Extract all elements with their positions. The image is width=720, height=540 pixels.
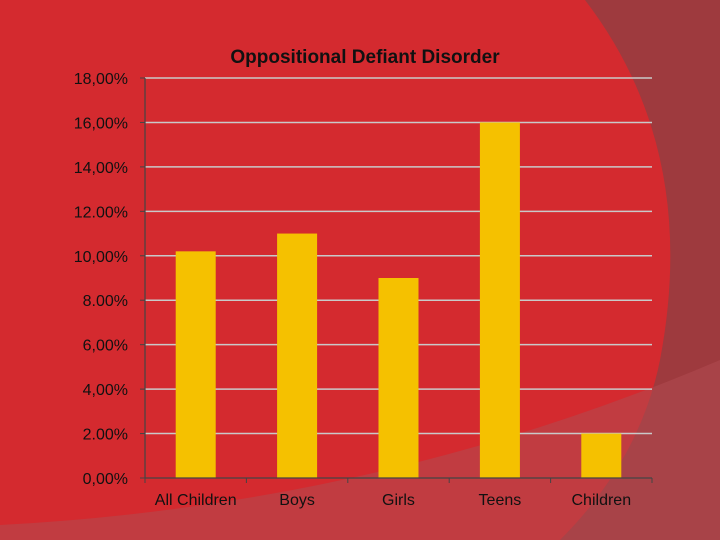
y-tick-label: 6,00% [83, 338, 128, 355]
bars [175, 122, 622, 478]
x-tick-labels: All Children Boys Girls Teens Children [155, 492, 631, 509]
y-tick-label: 10,00% [74, 249, 128, 266]
decorative-bottom-wave [0, 360, 720, 540]
x-tick-label: Children [572, 492, 632, 509]
bar [277, 233, 318, 478]
y-tick-label: 14,00% [74, 160, 128, 177]
y-tick-label: 18,00% [74, 71, 128, 88]
bar [175, 251, 216, 478]
y-tick-label: 12.00% [74, 204, 128, 221]
axes [140, 77, 653, 483]
y-tick-label: 0,00% [83, 471, 128, 488]
x-tick-label: Girls [382, 492, 415, 509]
bar [581, 433, 622, 478]
x-tick-label: Teens [479, 492, 522, 509]
y-tick-label: 16,00% [74, 115, 128, 132]
y-tick-label: 2.00% [83, 427, 128, 444]
x-tick-label: Boys [279, 492, 315, 509]
bar [479, 122, 520, 478]
chart-title: Oppositional Defiant Disorder [230, 47, 500, 68]
y-tick-label: 4,00% [83, 382, 128, 399]
x-tick-label: All Children [155, 492, 237, 509]
bar [378, 278, 419, 478]
y-tick-labels: 0,00% 2.00% 4,00% 6,00% 8.00% 10,00% 12.00% 14,… [74, 71, 128, 488]
y-tick-label: 8.00% [83, 293, 128, 310]
